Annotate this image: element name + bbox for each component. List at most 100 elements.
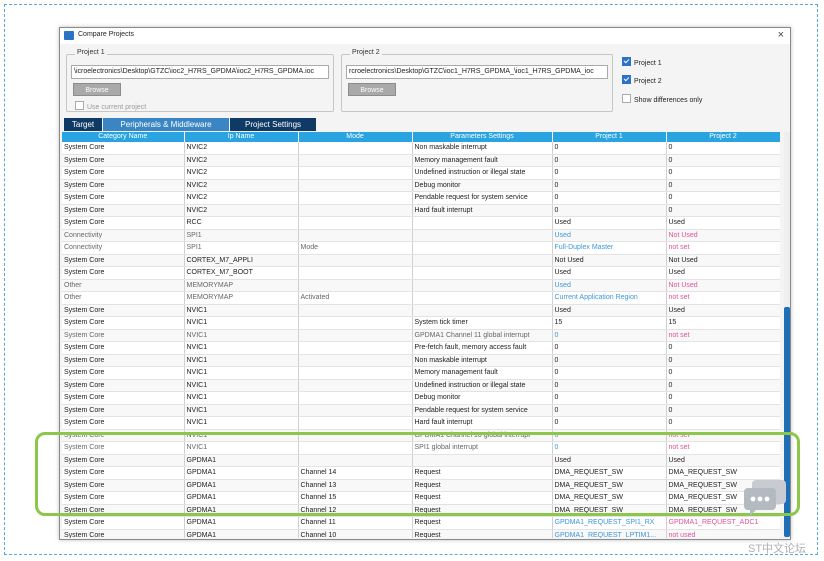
cell-mode	[298, 266, 413, 280]
cell-project2: 0	[666, 354, 780, 367]
cell-ip-name: RCC	[184, 216, 299, 230]
table-row[interactable]: System Core NVIC1 Memory management fault 0…	[62, 366, 780, 380]
table-row[interactable]: System Core NVIC1 Used Used	[62, 304, 780, 317]
project1-path-field[interactable]: \icroelectronics\Desktop\GTZC\ioc2_H7RS_…	[71, 65, 329, 79]
cell-category: System Core	[62, 341, 185, 355]
table-row[interactable]: System Core NVIC1 GPDMA1 Channel 11 global…	[62, 329, 780, 342]
cell-ip-name: GPDMA1	[184, 529, 299, 538]
vertical-scrollbar[interactable]	[784, 132, 790, 538]
cell-category: System Core	[62, 204, 185, 217]
project2-browse-button[interactable]: Browse	[348, 83, 396, 96]
cell-mode	[298, 404, 413, 417]
table-row[interactable]: System Core RCC Used Used	[62, 216, 780, 230]
cell-ip-name: NVIC1	[184, 404, 299, 417]
column-header-project1[interactable]: Project 1	[552, 132, 667, 142]
table-row[interactable]: System Core CORTEX_M7_BOOT Used Used	[62, 266, 780, 280]
cell-category: System Core	[62, 216, 185, 230]
cell-category: System Core	[62, 304, 185, 317]
cell-ip-name: NVIC2	[184, 191, 299, 205]
tab-project-settings[interactable]: Project Settings	[230, 118, 316, 131]
table-row[interactable]: System Core CORTEX_M7_APPLI Not Used Not Us…	[62, 254, 780, 267]
cell-category: System Core	[62, 491, 185, 505]
cell-project2: Used	[666, 304, 780, 317]
cell-project1: 15	[552, 316, 667, 330]
cell-project2: 0	[666, 166, 780, 180]
project1-group: Project 1 \icroelectronics\Desktop\GTZC\…	[66, 49, 334, 112]
column-header-category[interactable]: Category Name	[62, 132, 185, 142]
project2-path-field[interactable]: rcroelectronics\Desktop\GTZC\ioc1_H7RS_G…	[346, 65, 608, 79]
table-row[interactable]: System Core GPDMA1 Channel 14 Request DMA_RE…	[62, 466, 780, 480]
cell-ip-name: NVIC2	[184, 204, 299, 217]
show-differences-option[interactable]: Show differences only	[622, 94, 702, 104]
column-header-project2[interactable]: Project 2	[666, 132, 780, 142]
table-row[interactable]: System Core NVIC1 SPI1 global interrupt 0 no…	[62, 441, 780, 455]
cell-category: System Core	[62, 166, 185, 180]
use-current-project-checkbox[interactable]: Use current project	[75, 101, 146, 111]
cell-mode	[298, 329, 413, 342]
table-row[interactable]: System Core NVIC1 Non maskable interrupt 0 0	[62, 354, 780, 367]
tab-peripherals-middleware[interactable]: Peripherals & Middleware	[103, 118, 229, 131]
table-row[interactable]: System Core NVIC1 Debug monitor 0 0	[62, 391, 780, 405]
close-button[interactable]: ×	[777, 29, 784, 41]
cell-project1: Current Application Region	[552, 291, 667, 305]
cell-parameter: Pendable request for system service	[412, 404, 553, 417]
cell-parameter	[412, 229, 553, 242]
cell-ip-name: CORTEX_M7_BOOT	[184, 266, 299, 280]
cell-mode	[298, 179, 413, 192]
cell-project2: Used	[666, 216, 780, 230]
cell-category: Other	[62, 291, 185, 305]
table-row[interactable]: System Core NVIC1 Hard fault interrupt 0 0	[62, 416, 780, 430]
cell-category: System Core	[62, 391, 185, 405]
checkbox-icon	[75, 101, 84, 110]
table-row[interactable]: Connectivity SPI1 Used Not Used	[62, 229, 780, 242]
tab-target[interactable]: Target	[64, 118, 102, 131]
column-header-mode[interactable]: Mode	[298, 132, 413, 142]
cell-parameter: Request	[412, 516, 553, 530]
cell-project1: 0	[552, 341, 667, 355]
cell-ip-name: NVIC1	[184, 304, 299, 317]
cell-category: Connectivity	[62, 241, 185, 255]
cell-ip-name: NVIC2	[184, 179, 299, 192]
gpdma-highlight-box	[35, 432, 800, 516]
project1-option[interactable]: Project 1	[622, 57, 662, 67]
cell-parameter: Non maskable interrupt	[412, 142, 553, 155]
table-row[interactable]: System Core NVIC1 System tick timer 15 15	[62, 316, 780, 330]
table-row[interactable]: System Core NVIC2 Hard fault interrupt 0 0	[62, 204, 780, 217]
cell-ip-name: GPDMA1	[184, 491, 299, 505]
table-row[interactable]: System Core GPDMA1 Channel 10 Request GPDMA1…	[62, 529, 780, 538]
table-row[interactable]: System Core NVIC2 Undefined instruction or…	[62, 166, 780, 180]
table-row[interactable]: System Core GPDMA1 Channel 15 Request DMA_RE…	[62, 491, 780, 505]
table-row[interactable]: Other MEMORYMAP Activated Current Applicati…	[62, 291, 780, 305]
cell-project2: Used	[666, 454, 780, 467]
cell-mode	[298, 354, 413, 367]
table-row[interactable]: System Core NVIC1 Undefined instruction or…	[62, 379, 780, 392]
table-row[interactable]: System Core NVIC2 Debug monitor 0 0	[62, 179, 780, 192]
comparison-table: Category Name Ip Name Mode Parameters Se…	[62, 132, 780, 538]
cell-mode	[298, 416, 413, 430]
cell-mode: Channel 13	[298, 479, 413, 492]
cell-project1: GPDMA1_REQUEST_LPTIM1...	[552, 529, 667, 538]
column-header-ip-name[interactable]: Ip Name	[184, 132, 299, 142]
watermark-text: ST中文论坛	[748, 543, 807, 555]
table-row[interactable]: System Core GPDMA1 Channel 13 Request DMA_RE…	[62, 479, 780, 492]
project2-option[interactable]: Project 2	[622, 75, 662, 85]
checkbox-icon	[622, 94, 631, 103]
cell-mode	[298, 441, 413, 455]
table-row[interactable]: Connectivity SPI1 Mode Full-Duplex Master no…	[62, 241, 780, 255]
cell-project1: 0	[552, 179, 667, 192]
table-row[interactable]: System Core GPDMA1 Channel 11 Request GPDMA1…	[62, 516, 780, 530]
table-row[interactable]: System Core GPDMA1 Used Used	[62, 454, 780, 467]
cell-category: System Core	[62, 404, 185, 417]
scrollbar-thumb[interactable]	[784, 307, 790, 537]
table-row[interactable]: System Core NVIC2 Non maskable interrupt 0 0	[62, 142, 780, 155]
project1-browse-button[interactable]: Browse	[73, 83, 121, 96]
column-header-parameters[interactable]: Parameters Settings	[412, 132, 553, 142]
table-row[interactable]: Other MEMORYMAP Used Not Used	[62, 279, 780, 292]
table-row[interactable]: System Core NVIC1 Pendable request for sys…	[62, 404, 780, 417]
cell-project2: 0	[666, 366, 780, 380]
cell-project2: Not Used	[666, 254, 780, 267]
cell-category: System Core	[62, 466, 185, 480]
table-row[interactable]: System Core NVIC1 Pre-fetch fault, memory …	[62, 341, 780, 355]
table-row[interactable]: System Core NVIC2 Pendable request for sys…	[62, 191, 780, 205]
table-row[interactable]: System Core NVIC2 Memory management fault 0…	[62, 154, 780, 167]
